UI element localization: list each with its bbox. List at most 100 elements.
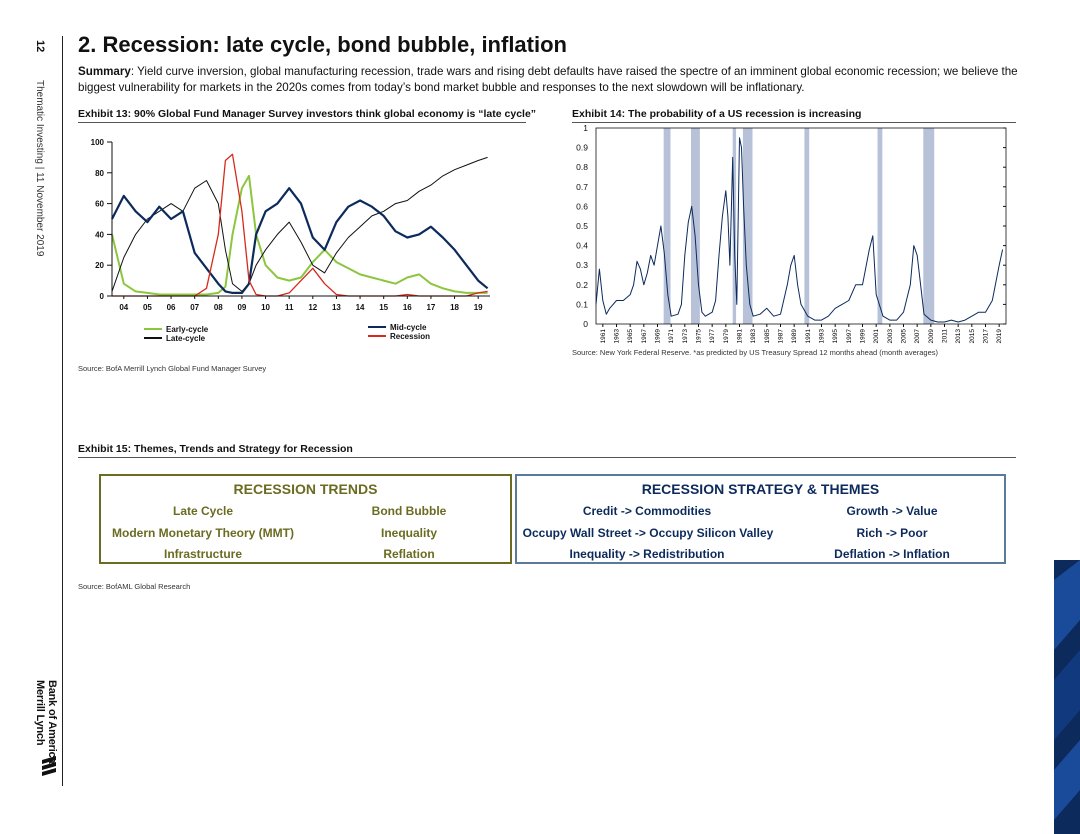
series-line-mid-cycle [111, 187, 489, 294]
x-tick-label: 2005 [901, 329, 908, 344]
legend-label: Recession [390, 332, 430, 341]
y-tick-label: 0.5 [576, 221, 588, 231]
x-tick-label: 1991 [805, 329, 812, 344]
x-tick-label: 2001 [873, 329, 880, 344]
y-tick-label: 0 [100, 292, 105, 301]
x-tick-label: 04 [119, 303, 128, 312]
y-tick-label: 0.1 [576, 299, 588, 309]
y-tick-label: 0.6 [576, 201, 588, 211]
recession-band [923, 128, 935, 324]
x-tick-label: 1985 [764, 329, 771, 344]
trend-item: Inequality [380, 526, 437, 540]
exhibit14-chart: 0 0.1 0.2 0.3 0.4 0.5 0.6 0.7 0.8 0.9 1 1961 1963 196… [576, 123, 1007, 344]
recession-band [663, 128, 671, 324]
x-tick-label: 1975 [696, 329, 703, 344]
x-tick-label: 10 [261, 303, 270, 312]
brand-flag-icon [42, 756, 56, 776]
exhibit15-rule [78, 457, 1016, 458]
x-tick-label: 05 [143, 303, 152, 312]
y-tick-label: 0.7 [576, 182, 588, 192]
x-tick-label: 1999 [860, 329, 867, 344]
recession-band [804, 128, 810, 324]
exhibit14-source: Source: New York Federal Reserve. *as pr… [572, 348, 939, 357]
strategy-item: Growth -> Value [846, 504, 938, 518]
page-number: 12 [34, 40, 46, 53]
margin-rule [62, 36, 63, 786]
x-tick-label: 16 [403, 303, 412, 312]
series-line-early-cycle [111, 174, 488, 296]
x-tick-label: 09 [237, 303, 246, 312]
strategy-item: Occupy Wall Street -> Occupy Silicon Val… [522, 526, 774, 540]
trend-item: Modern Monetary Theory (MMT) [112, 526, 294, 540]
y-tick-label: 0.9 [576, 143, 588, 153]
exhibit14-rule [572, 122, 1016, 123]
y-tick-label: 40 [95, 230, 104, 239]
x-tick-label: 14 [356, 303, 365, 312]
summary-label: Summary [78, 65, 131, 78]
x-tick-label: 2019 [996, 329, 1003, 344]
x-tick-label: 19 [474, 303, 483, 312]
x-tick-label: 2009 [928, 329, 935, 344]
trend-item: Reflation [383, 547, 435, 561]
x-tick-label: 1971 [668, 329, 675, 344]
x-tick-label: 1965 [627, 329, 634, 344]
exhibit15-title: Exhibit 15: Themes, Trends and Strategy … [78, 443, 353, 455]
strategy-item: Inequality -> Redistribution [569, 547, 725, 561]
x-tick-label: 1963 [614, 329, 621, 344]
x-tick-label: 1983 [750, 329, 757, 344]
x-tick-label: 1977 [709, 329, 716, 344]
trend-item: Infrastructure [163, 547, 243, 561]
summary-text: : Yield curve inversion, global manufact… [78, 65, 1018, 94]
exhibit13-chart: 0 20 40 60 80 100 04 05 06 07 08 09 10 11 12 13 14 15 16 17… [91, 138, 490, 343]
x-tick-label: 2011 [942, 329, 949, 343]
report-meta: Thematic Investing | 11 November 2019 [34, 80, 45, 257]
x-tick-label: 1993 [819, 329, 826, 344]
x-tick-label: 06 [167, 303, 176, 312]
sidebar-pattern [1054, 560, 1080, 834]
x-tick-label: 2017 [983, 329, 990, 344]
series-line-late-cycle [111, 156, 488, 292]
recession-band [690, 128, 700, 324]
legend-label: Late-cycle [166, 334, 206, 343]
exhibit13-source: Source: BofA Merrill Lynch Global Fund M… [78, 364, 267, 373]
trend-item: Late Cycle [172, 504, 234, 518]
trends-header: RECESSION TRENDS [233, 481, 378, 497]
brand-line1: Bank of America [46, 680, 58, 764]
x-tick-label: 1995 [832, 329, 839, 344]
x-tick-label: 11 [285, 303, 294, 312]
recession-trends-box: RECESSION TRENDS Late Cycle Bond Bubble … [99, 474, 512, 564]
y-tick-label: 60 [95, 200, 104, 209]
x-tick-label: 2007 [914, 329, 921, 344]
recession-band [877, 128, 883, 324]
x-tick-label: 18 [450, 303, 459, 312]
summary: Summary: Yield curve inversion, global m… [78, 64, 1018, 96]
x-tick-label: 12 [308, 303, 317, 312]
plot-frame [595, 127, 1007, 325]
x-tick-label: 2015 [969, 329, 976, 344]
recession-strategy-box: RECESSION STRATEGY & THEMES Credit -> Co… [515, 474, 1006, 564]
x-tick-label: 1989 [791, 329, 798, 344]
x-tick-label: 13 [332, 303, 341, 312]
brand-logo-text: Bank of America Merrill Lynch [34, 680, 58, 763]
x-tick-label: 1969 [655, 329, 662, 344]
sidebar-decoration-white [1054, 0, 1080, 560]
y-tick-label: 100 [91, 138, 105, 147]
exhibit13-title: Exhibit 13: 90% Global Fund Manager Surv… [78, 108, 537, 120]
exhibit14-title: Exhibit 14: The probability of a US rece… [572, 108, 862, 120]
legend-label: Mid-cycle [390, 323, 427, 332]
trend-item: Bond Bubble [371, 504, 447, 518]
x-tick-label: 1961 [600, 329, 607, 344]
page-title: 2. Recession: late cycle, bond bubble, i… [78, 32, 567, 57]
strategy-item: Credit -> Commodities [582, 504, 712, 518]
x-tick-label: 2013 [955, 329, 962, 344]
exhibit15-source: Source: BofAML Global Research [78, 582, 191, 591]
recession-probability-line [595, 137, 1004, 323]
exhibit13-rule [78, 122, 526, 123]
x-tick-label: 2003 [887, 329, 894, 344]
y-tick-label: 0.4 [576, 241, 588, 251]
x-tick-label: 1987 [778, 329, 785, 344]
x-tick-label: 08 [214, 303, 223, 312]
series-line-recession [112, 153, 488, 297]
strategy-item: Deflation -> Inflation [834, 547, 950, 561]
x-tick-label: 17 [426, 303, 435, 312]
